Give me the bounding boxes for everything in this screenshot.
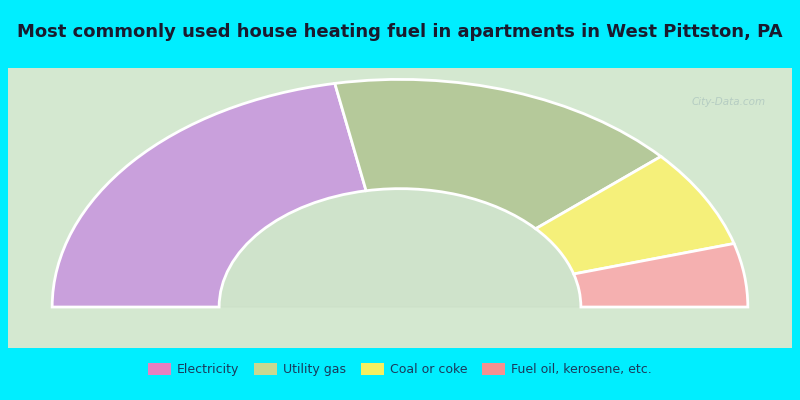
Wedge shape xyxy=(335,79,661,229)
Wedge shape xyxy=(52,84,366,307)
Legend: Electricity, Utility gas, Coal or coke, Fuel oil, kerosene, etc.: Electricity, Utility gas, Coal or coke, … xyxy=(143,358,657,381)
FancyBboxPatch shape xyxy=(8,62,792,354)
Text: City-Data.com: City-Data.com xyxy=(692,97,766,107)
Wedge shape xyxy=(574,244,748,307)
Text: Most commonly used house heating fuel in apartments in West Pittston, PA: Most commonly used house heating fuel in… xyxy=(18,23,782,41)
Polygon shape xyxy=(52,79,748,307)
Wedge shape xyxy=(536,156,734,274)
